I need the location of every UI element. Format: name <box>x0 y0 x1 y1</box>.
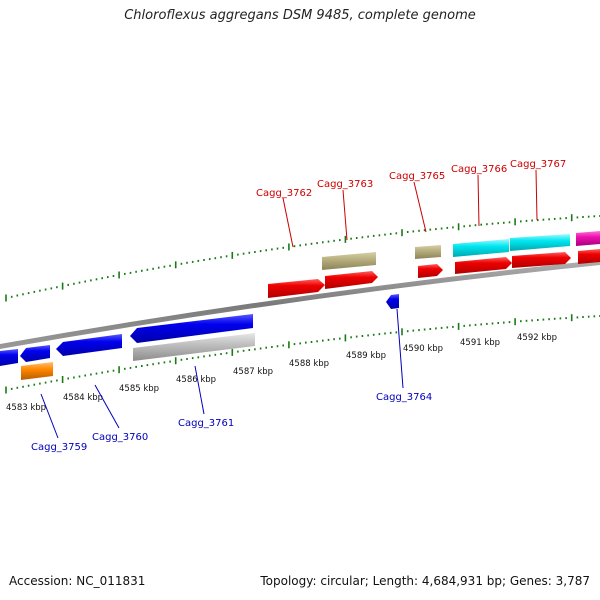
reverse-gene-labels: Cagg_3759 Cagg_3760 Cagg_3761 Cagg_3764 <box>31 308 432 453</box>
scale-label: 4590 kbp <box>403 344 443 354</box>
scale-label: 4584 kbp <box>63 393 103 403</box>
accession-text: Accession: NC_011831 <box>9 574 146 588</box>
gene-arrow-red[interactable] <box>455 257 512 274</box>
page-title: Chloroflexus aggregans DSM 9485, complet… <box>124 8 476 23</box>
reverse-strand-genes <box>0 294 399 380</box>
gene-arrow-red[interactable] <box>268 279 325 298</box>
gene-arrow-red[interactable] <box>418 264 443 278</box>
gene-label[interactable]: Cagg_3767 <box>510 159 566 170</box>
scale-label: 4583 kbp <box>6 403 46 413</box>
scale-label: 4589 kbp <box>346 351 386 361</box>
gene-label[interactable]: Cagg_3766 <box>451 164 507 175</box>
gene-feature-magenta[interactable] <box>576 231 600 246</box>
outer-tick-track <box>5 214 600 302</box>
gene-feature-olive[interactable] <box>415 245 441 259</box>
genome-backbone <box>0 260 600 349</box>
forward-strand-genes <box>268 231 600 298</box>
gene-label[interactable]: Cagg_3763 <box>317 179 373 190</box>
gene-feature-cyan[interactable] <box>453 239 509 257</box>
scale-label: 4588 kbp <box>289 359 329 369</box>
inner-tick-track <box>5 314 600 394</box>
gene-label[interactable]: Cagg_3762 <box>256 188 312 199</box>
scale-label: 4587 kbp <box>233 367 273 377</box>
gene-feature-orange[interactable] <box>21 362 53 380</box>
gene-feature-olive[interactable] <box>322 252 376 270</box>
gene-label[interactable]: Cagg_3765 <box>389 171 445 182</box>
gene-arrow-red[interactable] <box>325 271 378 289</box>
gene-arrow-blue[interactable] <box>20 345 50 362</box>
scale-label: 4586 kbp <box>176 375 216 385</box>
gene-feature-gray[interactable] <box>133 333 255 361</box>
gene-arrow-blue[interactable] <box>386 294 399 309</box>
scale-label: 4592 kbp <box>517 333 557 343</box>
gene-feature-cyan[interactable] <box>510 234 570 251</box>
gene-label[interactable]: Cagg_3764 <box>376 392 432 403</box>
gene-arrow-blue[interactable] <box>0 349 18 366</box>
gene-arrow-red[interactable] <box>512 252 571 268</box>
gene-label[interactable]: Cagg_3759 <box>31 442 87 453</box>
gene-label[interactable]: Cagg_3760 <box>92 432 148 443</box>
gene-arrow-blue[interactable] <box>130 314 253 343</box>
forward-gene-labels: Cagg_3762 Cagg_3763 Cagg_3765 Cagg_3766 … <box>256 159 566 248</box>
gene-label[interactable]: Cagg_3761 <box>178 418 234 429</box>
genome-summary: Topology: circular; Length: 4,684,931 bp… <box>260 574 590 588</box>
gene-arrow-red[interactable] <box>578 249 600 264</box>
scale-label: 4585 kbp <box>119 384 159 394</box>
scale-label: 4591 kbp <box>460 338 500 348</box>
gene-arrow-blue[interactable] <box>56 334 122 356</box>
